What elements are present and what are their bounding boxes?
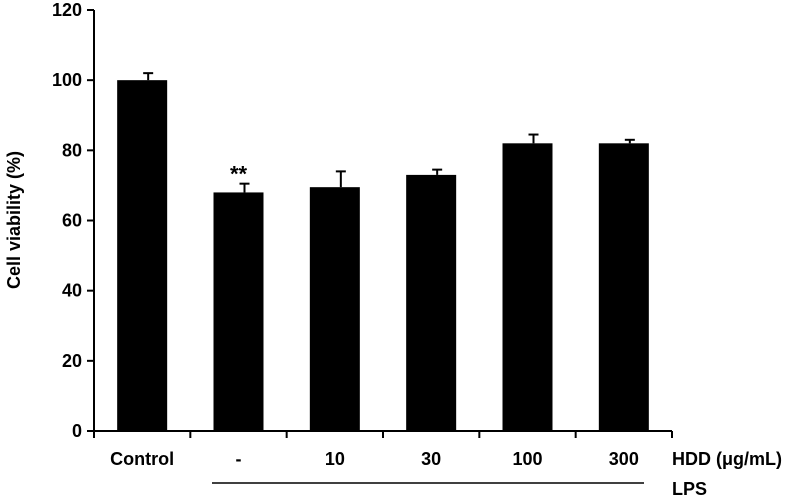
error-bars — [143, 72, 635, 193]
x-tick-label: 300 — [609, 449, 639, 469]
y-tick-label: 100 — [52, 70, 82, 90]
x-tick-label: Control — [110, 449, 174, 469]
annotations: ** — [230, 162, 248, 187]
x-axis-title: HDD (μg/mL) — [672, 449, 782, 469]
y-tick-label: 60 — [62, 211, 82, 231]
y-axis-title: Cell viability (%) — [4, 151, 24, 289]
significance-annotation: ** — [230, 162, 248, 187]
y-axis: 0 20 40 60 80 100 120 — [52, 0, 95, 441]
bar — [213, 192, 264, 431]
bar — [598, 143, 649, 432]
x-tick-label: 30 — [421, 449, 441, 469]
x-tick-label: 100 — [512, 449, 542, 469]
y-tick-label: 40 — [62, 281, 82, 301]
bar — [309, 187, 360, 431]
bar — [117, 80, 168, 432]
y-tick-label: 80 — [62, 140, 82, 160]
x-tick-label: - — [236, 449, 242, 469]
y-tick-label: 0 — [72, 421, 82, 441]
bar — [406, 174, 457, 431]
lps-group-label: LPS — [672, 479, 707, 499]
bar — [502, 143, 553, 432]
y-tick-label: 20 — [62, 351, 82, 371]
x-axis: Control - 10 30 100 300 — [93, 430, 673, 469]
y-tick-label: 120 — [52, 0, 82, 20]
bars — [117, 80, 649, 432]
x-tick-label: 10 — [325, 449, 345, 469]
